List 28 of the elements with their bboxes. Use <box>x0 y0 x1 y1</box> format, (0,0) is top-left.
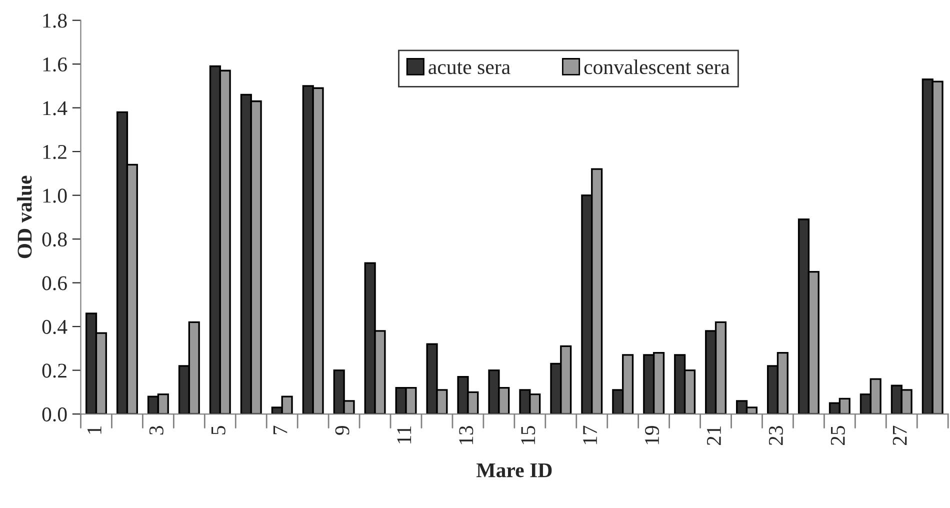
x-tick-label: 13 <box>459 426 474 444</box>
y-tick-label: 0.0 <box>42 407 67 422</box>
y-axis-title: OD value <box>17 176 32 258</box>
x-axis-title: Mare ID <box>476 463 552 478</box>
y-tick-label: 1.8 <box>43 14 67 28</box>
y-tick-label: 0.2 <box>42 364 66 378</box>
y-tick-label: 1.4 <box>43 101 68 116</box>
x-tick-label: 23 <box>768 426 783 446</box>
y-tick-label: 1.2 <box>43 144 66 160</box>
x-tick-label: 7 <box>273 426 288 434</box>
x-tick-label: 27 <box>892 426 907 446</box>
x-tick-label: 15 <box>521 426 536 444</box>
x-tick-label: 11 <box>397 426 412 444</box>
y-tick-label: 0.6 <box>42 276 67 290</box>
x-tick-label: 3 <box>149 426 164 435</box>
y-tick-label: 1.6 <box>43 57 67 72</box>
x-tick-label: 17 <box>583 426 597 444</box>
y-tick-label: 1.0 <box>43 188 67 203</box>
x-tick-label: 21 <box>706 426 721 446</box>
x-tick-label: 19 <box>645 426 660 444</box>
y-tick-label: 0.8 <box>42 232 67 247</box>
x-tick-label: 5 <box>212 426 226 434</box>
x-tick-label: 25 <box>830 426 845 446</box>
y-tick-label: 0.4 <box>42 320 68 334</box>
legend-label: acute sera <box>428 62 510 74</box>
legend-label: convalescent sera <box>584 60 730 74</box>
x-tick-label: 1 <box>87 426 102 434</box>
x-tick-label: 9 <box>335 426 350 435</box>
